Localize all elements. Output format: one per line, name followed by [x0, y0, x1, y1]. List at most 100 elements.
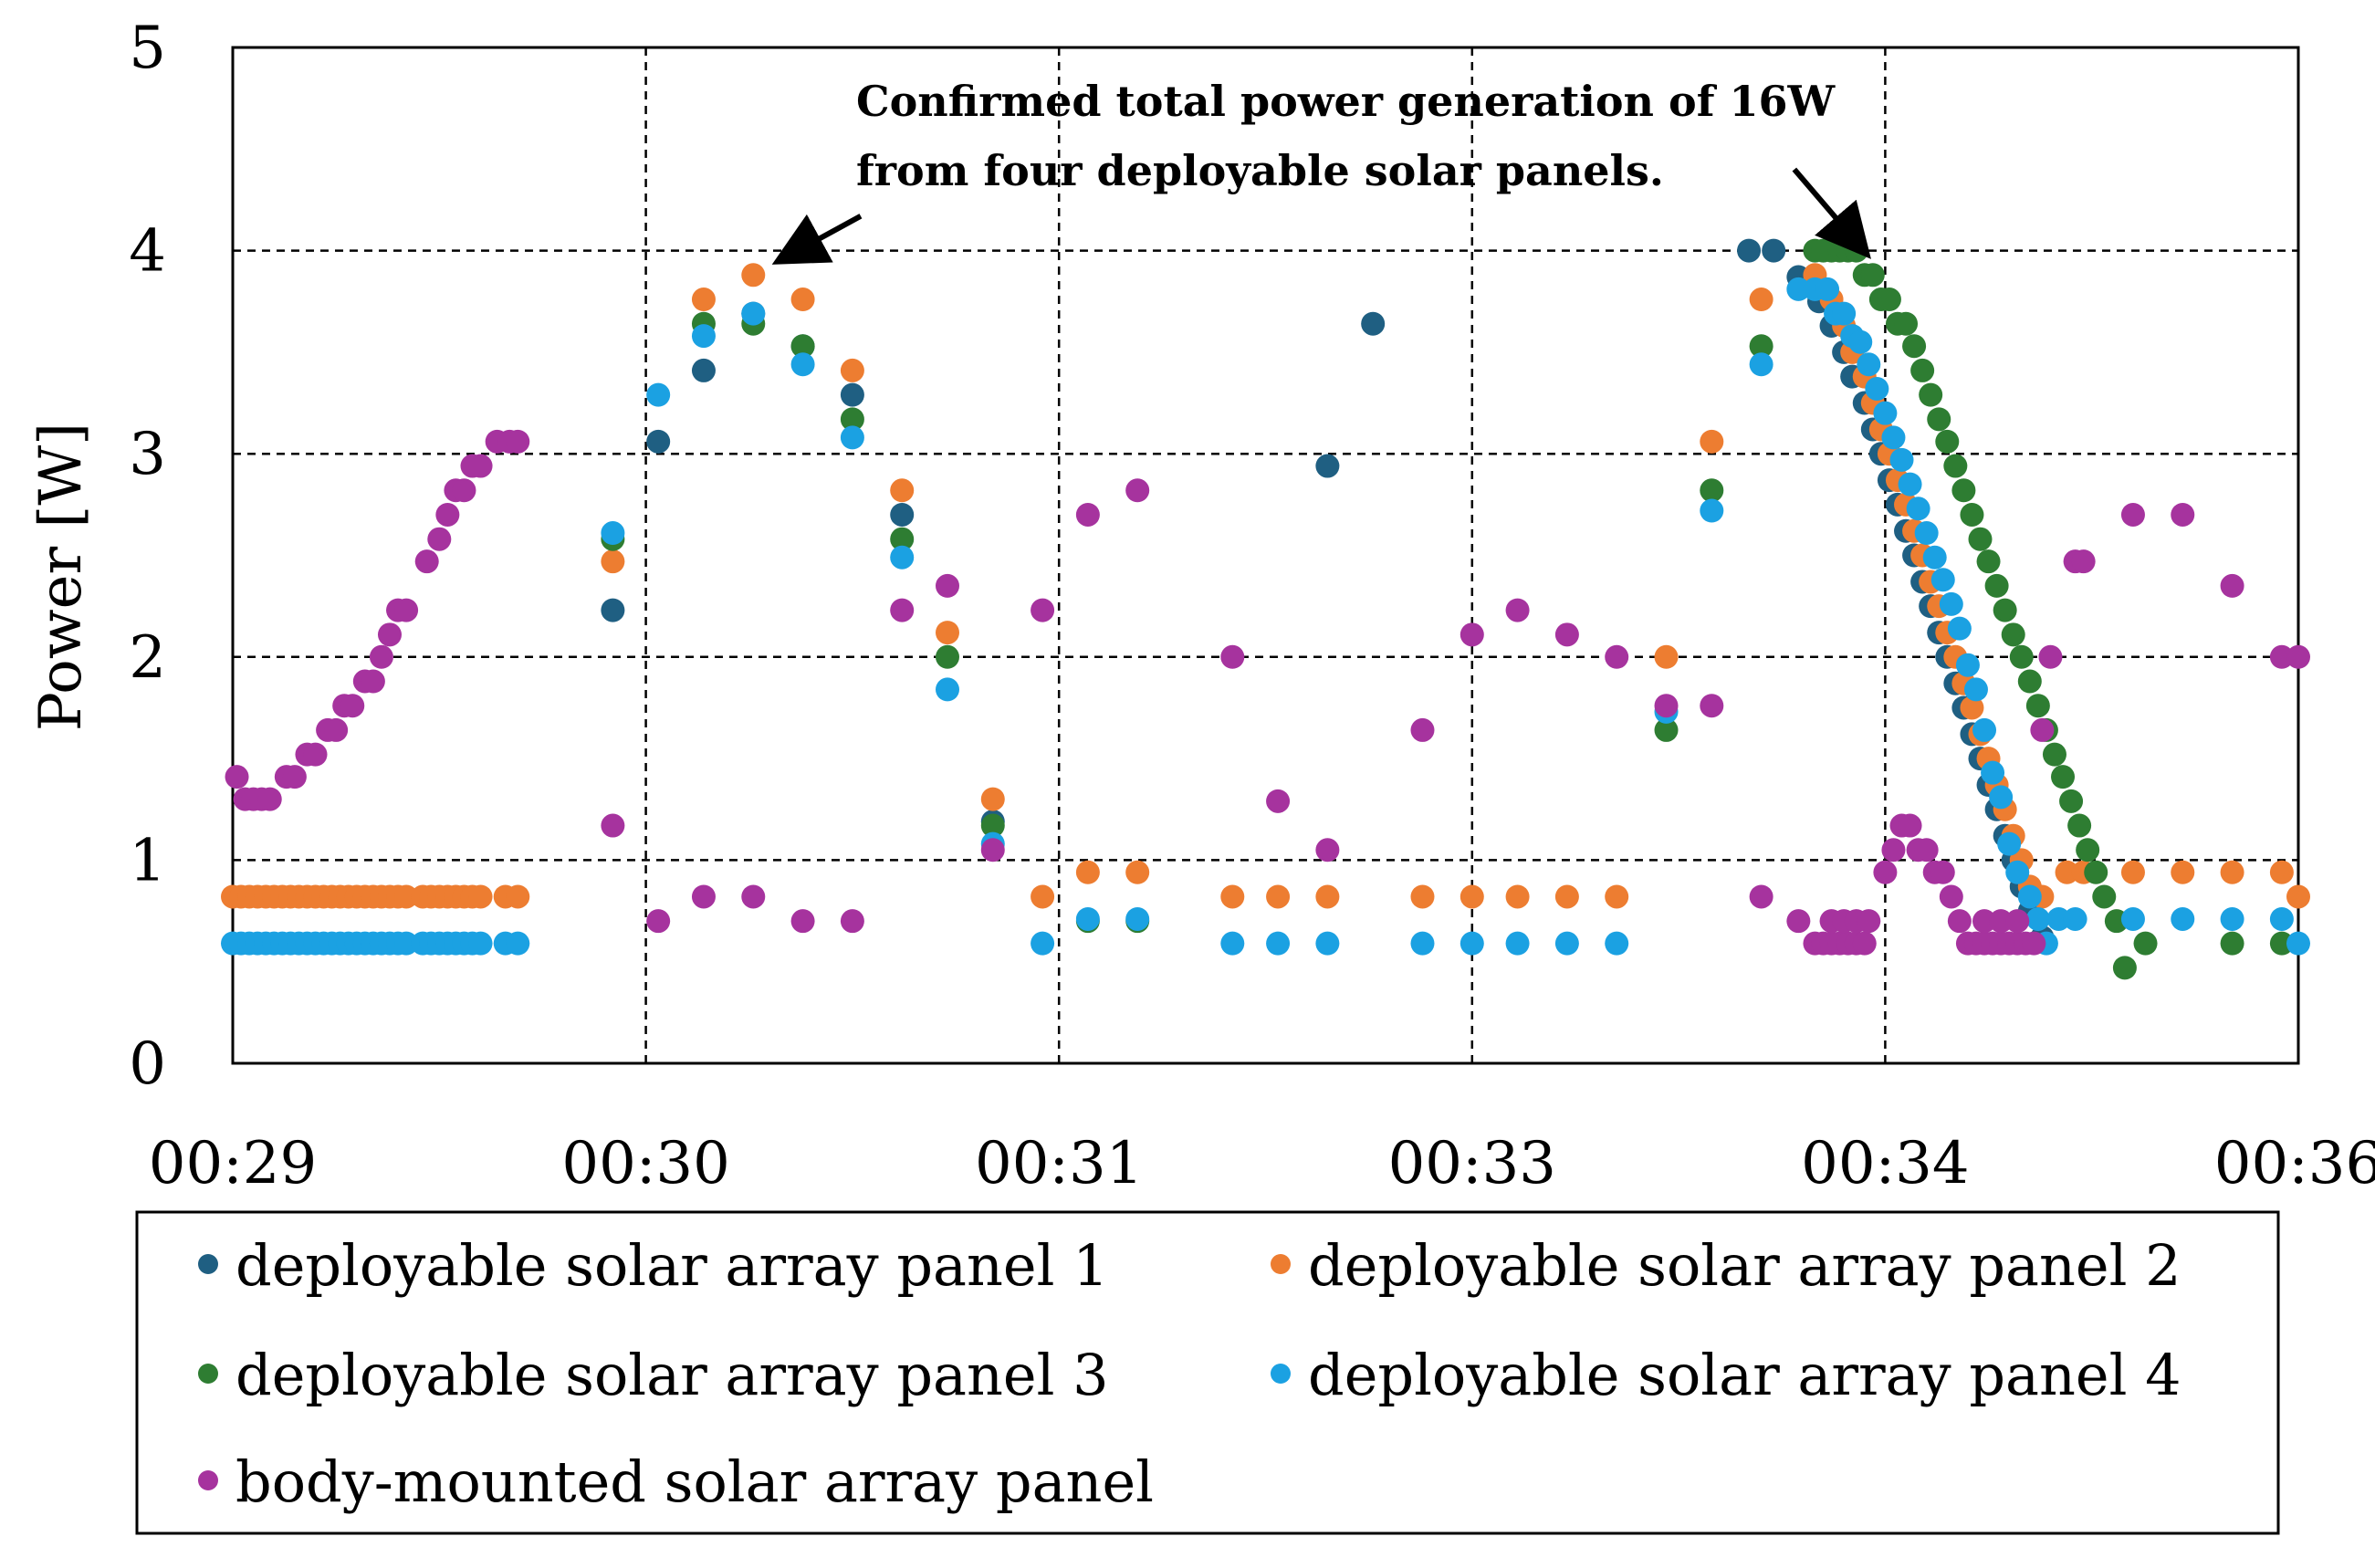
legend-marker-3 [198, 1364, 218, 1384]
data-point [691, 324, 716, 349]
data-point [394, 884, 419, 909]
data-point [1460, 884, 1484, 909]
y-tick-label: 0 [129, 1030, 166, 1098]
data-point [1919, 382, 1943, 407]
data-point [361, 669, 385, 694]
data-point [980, 838, 1005, 862]
x-tick-label: 00:36 [2214, 1130, 2375, 1197]
data-point [2133, 931, 2158, 956]
x-tick-label: 00:34 [1801, 1130, 1969, 1197]
data-point [1993, 598, 2017, 622]
data-point [1860, 263, 1885, 287]
data-point [980, 787, 1005, 811]
data-point [1968, 527, 1993, 551]
data-point [1914, 838, 1939, 862]
data-point [1410, 931, 1435, 956]
data-point [1989, 785, 2014, 810]
data-point [369, 644, 393, 669]
data-point [2220, 573, 2244, 598]
data-point [1881, 838, 1906, 862]
data-point [1976, 549, 2001, 574]
data-point [1125, 906, 1150, 931]
data-point [1910, 358, 1935, 382]
data-point [2286, 931, 2310, 956]
data-point [506, 884, 530, 909]
data-point [1125, 860, 1150, 884]
data-point [1700, 478, 1724, 503]
data-point [1786, 909, 1811, 934]
data-point [468, 884, 493, 909]
data-point [2022, 931, 2046, 956]
data-point [1075, 906, 1100, 931]
data-point [1981, 760, 2005, 785]
data-point [468, 454, 493, 478]
data-point [2269, 931, 2294, 956]
data-point [2005, 860, 2030, 884]
data-point [1906, 497, 1930, 521]
data-point [840, 407, 864, 432]
data-point [646, 382, 671, 407]
data-point [1031, 931, 1055, 956]
data-point [1786, 277, 1811, 301]
data-point [2071, 549, 2096, 574]
series-5 [225, 429, 2310, 956]
data-point [1749, 352, 1773, 377]
data-point [1749, 334, 1773, 359]
data-point [790, 287, 815, 312]
data-point [1873, 860, 1898, 884]
data-point [427, 527, 452, 551]
data-point [1654, 694, 1679, 718]
data-point [1605, 931, 1629, 956]
data-point [1031, 884, 1055, 909]
data-point [1857, 352, 1881, 377]
data-point [1220, 644, 1245, 669]
data-point [790, 352, 815, 377]
data-point [1654, 717, 1679, 742]
data-point [2092, 884, 2117, 909]
data-point [890, 598, 915, 622]
data-point [840, 382, 864, 407]
data-point [1947, 616, 1972, 641]
legend-marker-1 [198, 1254, 218, 1274]
data-point [2171, 906, 2195, 931]
data-point [1605, 884, 1629, 909]
data-point [2120, 502, 2145, 527]
data-point [2042, 742, 2066, 767]
data-point [1852, 931, 1877, 956]
data-point [1943, 454, 1968, 478]
data-point [1266, 931, 1291, 956]
data-point [2017, 669, 2042, 694]
data-point [2063, 906, 2087, 931]
y-tick-label: 5 [129, 15, 166, 82]
annotation-arrow [1792, 167, 1871, 259]
data-point [790, 909, 815, 934]
data-point [2076, 838, 2100, 862]
data-point [1960, 502, 1984, 527]
legend-label-5: body-mounted solar array panel [235, 1448, 1154, 1515]
annotation-arrow [771, 214, 863, 265]
data-point [840, 358, 864, 382]
data-point [377, 622, 402, 647]
data-point [1930, 860, 1955, 884]
data-point [840, 909, 864, 934]
data-point [890, 478, 915, 503]
data-point [1505, 931, 1530, 956]
data-point [2171, 860, 2195, 884]
legend-label-2: deployable solar array panel 2 [1308, 1232, 2181, 1299]
data-point [691, 884, 716, 909]
data-point [1700, 694, 1724, 718]
data-point [1749, 884, 1773, 909]
data-point [1984, 573, 2009, 598]
data-point [1877, 287, 1901, 312]
y-axis-title: Power [W] [27, 423, 95, 731]
data-point [1266, 884, 1291, 909]
data-point [1857, 909, 1881, 934]
data-point [1654, 644, 1679, 669]
data-point [2084, 860, 2108, 884]
data-point [1865, 376, 1889, 401]
data-point [1972, 909, 1997, 934]
data-point [2030, 717, 2055, 742]
legend-entry-2: deployable solar array panel 2 [1271, 1232, 2181, 1299]
data-point [691, 358, 716, 382]
data-point [1505, 598, 1530, 622]
